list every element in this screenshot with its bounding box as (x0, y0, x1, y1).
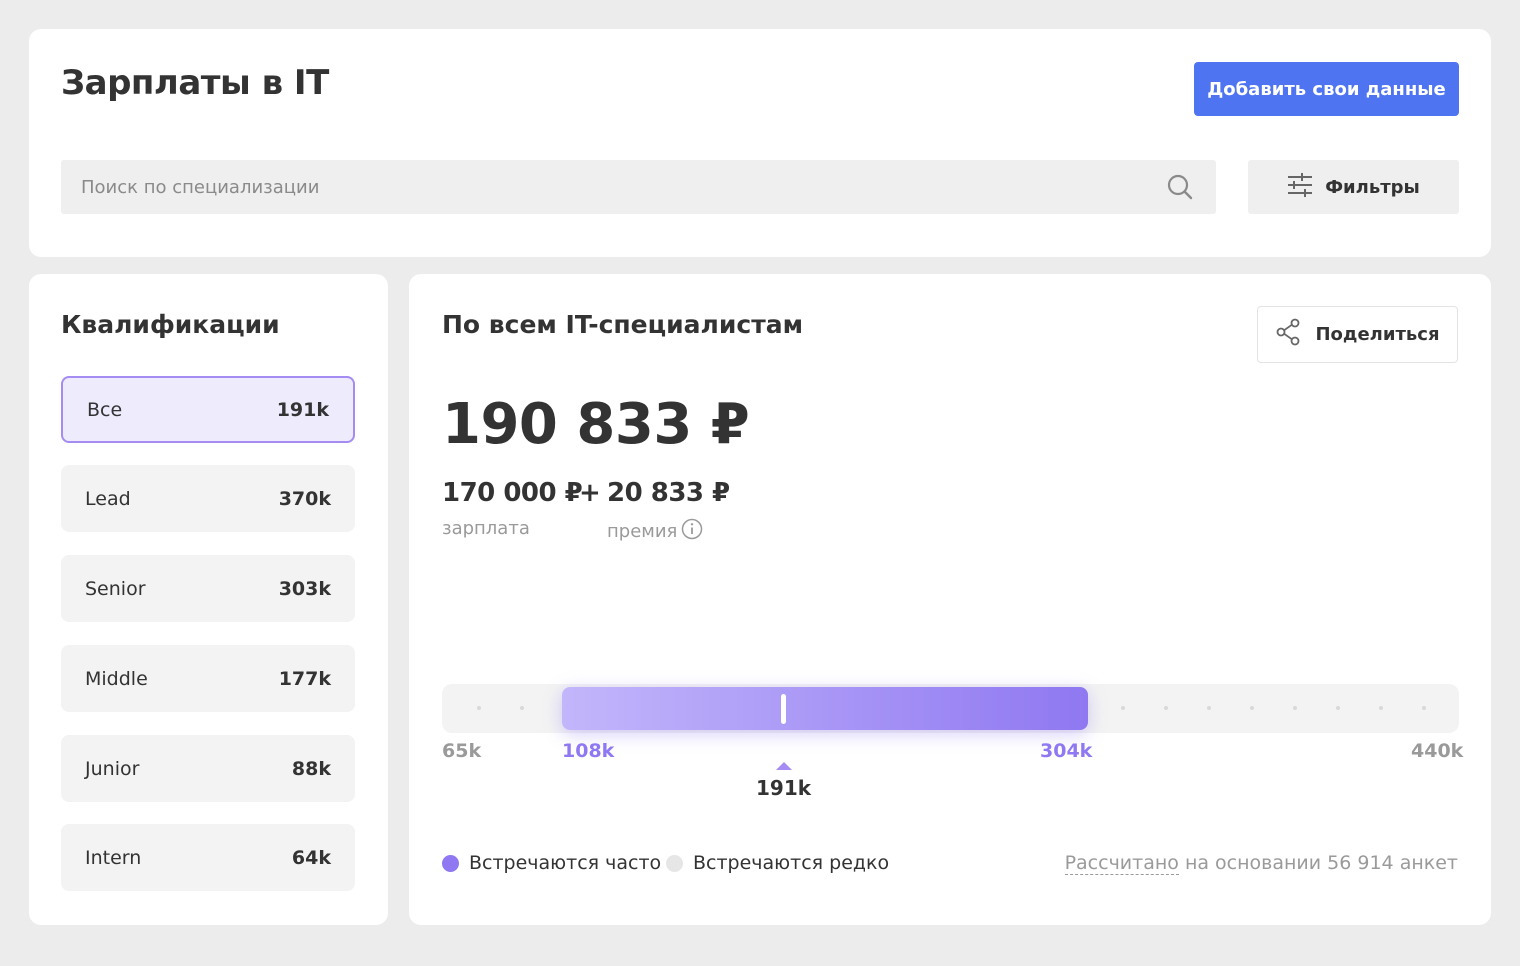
salary-caption: зарплата (442, 518, 530, 539)
bonus-caption: премия (607, 521, 678, 542)
header-card: Зарплаты в IT Добавить свои данные Фильт… (29, 29, 1491, 257)
page-title: Зарплаты в IT (61, 63, 329, 103)
track-dot (1164, 706, 1168, 710)
bonus-caption-wrap: премия (607, 518, 703, 545)
share-label: Поделиться (1315, 324, 1440, 345)
qualification-count: 177k (278, 667, 331, 690)
search-box (61, 160, 1216, 214)
legend-often-label: Встречаются часто (469, 852, 662, 874)
search-icon[interactable] (1166, 173, 1194, 201)
qualification-label: Senior (85, 577, 146, 600)
qualification-label: Все (87, 398, 123, 421)
tick-range-low: 108k (562, 740, 615, 762)
share-icon (1275, 318, 1303, 351)
bonus-amount: 20 833 ₽ (607, 478, 730, 508)
qualification-count: 88k (291, 757, 331, 780)
legend-rare-dot (666, 854, 683, 872)
distribution-track (442, 684, 1459, 733)
legend-often: Встречаются часто (442, 852, 661, 874)
qualification-item-senior[interactable]: Senior 303k (61, 555, 355, 622)
qualification-item-lead[interactable]: Lead 370k (61, 465, 355, 532)
track-dot (1336, 706, 1340, 710)
qualification-item-all[interactable]: Все 191k (61, 376, 355, 443)
legend-often-dot (442, 854, 459, 872)
qualification-count: 370k (278, 487, 331, 510)
filters-button[interactable]: Фильтры (1248, 160, 1459, 214)
filter-sliders-icon (1287, 172, 1313, 202)
track-dot (1379, 706, 1383, 710)
base-salary: 170 000 ₽ (442, 478, 583, 508)
qualification-label: Junior (85, 757, 140, 780)
search-input[interactable] (61, 160, 1151, 214)
track-dot (1207, 706, 1211, 710)
calculation-info-link[interactable]: Рассчитано (1064, 852, 1179, 875)
track-dot (520, 706, 524, 710)
tick-range-high: 304k (1040, 740, 1093, 762)
median-label: 191k (756, 776, 812, 800)
qualifications-title: Квалификации (61, 310, 280, 339)
filters-label: Фильтры (1325, 176, 1420, 198)
qualification-label: Intern (85, 846, 142, 869)
track-dot (1422, 706, 1426, 710)
median-arrow-icon (776, 762, 792, 770)
median-marker (781, 694, 786, 724)
track-dot (1121, 706, 1125, 710)
tick-min: 65k (442, 740, 482, 762)
qualification-count: 303k (278, 577, 331, 600)
legend-rare-label: Встречаются редко (693, 852, 890, 874)
qualification-label: Middle (85, 667, 148, 690)
qualification-count: 191k (276, 398, 329, 421)
legend-rare: Встречаются редко (666, 852, 889, 874)
qualification-item-middle[interactable]: Middle 177k (61, 645, 355, 712)
data-source-note: Рассчитано на основании 56 914 анкет (1064, 852, 1458, 875)
qualification-count: 64k (291, 846, 331, 869)
share-button[interactable]: Поделиться (1257, 306, 1458, 363)
qualification-label: Lead (85, 487, 131, 510)
qualification-item-junior[interactable]: Junior 88k (61, 735, 355, 802)
add-data-button[interactable]: Добавить свои данные (1194, 62, 1459, 116)
plus-sign: + (579, 478, 601, 508)
qualifications-panel: Квалификации Все 191k Lead 370k Senior 3… (29, 274, 388, 925)
summary-title: По всем IT-специалистам (442, 310, 803, 339)
track-dot (477, 706, 481, 710)
qualification-item-intern[interactable]: Intern 64k (61, 824, 355, 891)
info-icon[interactable] (681, 518, 703, 545)
summary-panel: По всем IT-специалистам Поделиться 190 8… (409, 274, 1491, 925)
track-dot (1250, 706, 1254, 710)
tick-max: 440k (1411, 740, 1464, 762)
track-dot (1293, 706, 1297, 710)
common-range-bar (562, 687, 1088, 730)
total-salary: 190 833 ₽ (442, 392, 750, 457)
data-source-text: на основании 56 914 анкет (1178, 852, 1458, 874)
